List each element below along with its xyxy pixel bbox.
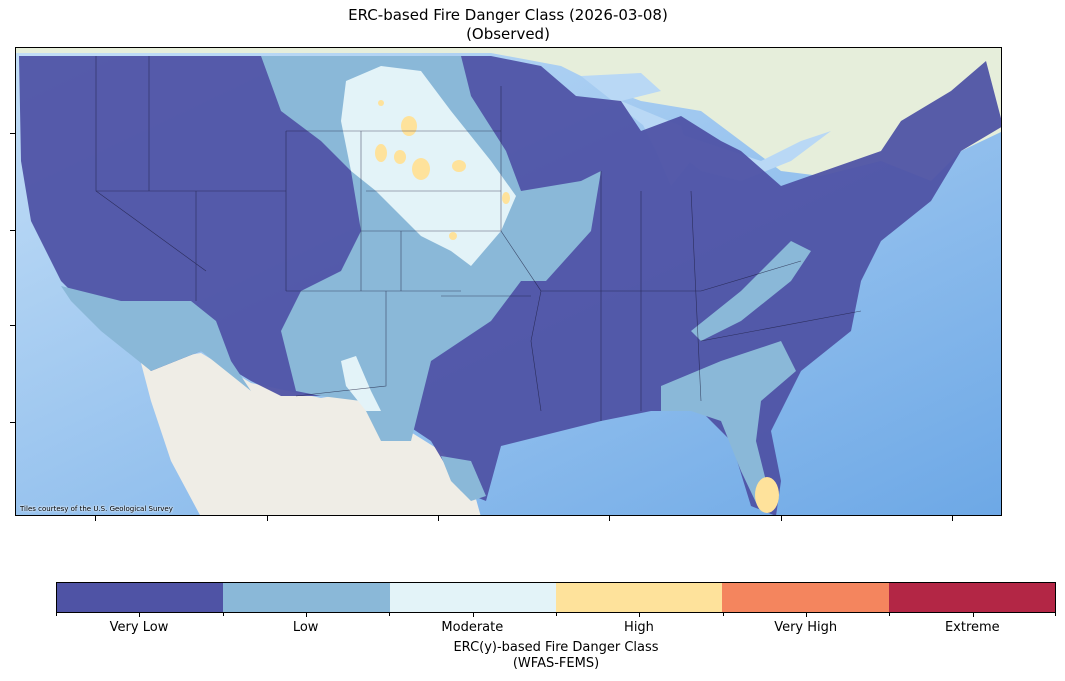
class-low-region-texas-coast bbox=[441, 456, 486, 501]
colorbar-tick bbox=[639, 613, 641, 617]
colorbar-title-line-1: ERC(y)-based Fire Danger Class bbox=[453, 640, 659, 655]
canada-land bbox=[16, 48, 1001, 181]
class-low-region-southeast bbox=[661, 341, 796, 513]
great-lakes bbox=[581, 73, 831, 186]
y-tick bbox=[10, 230, 15, 231]
x-tick bbox=[609, 516, 610, 521]
colorbar-segment-moderate bbox=[389, 583, 556, 612]
class-low-region-appalachia bbox=[691, 241, 811, 341]
high-spot-florida bbox=[755, 477, 779, 513]
x-tick bbox=[438, 516, 439, 521]
class-moderate-region-texas bbox=[341, 356, 381, 411]
class-low-region-central bbox=[261, 56, 601, 441]
colorbar-label: Very High bbox=[774, 620, 838, 635]
colorbar-segment-extreme bbox=[888, 583, 1055, 612]
colorbar-segment-high bbox=[555, 583, 723, 612]
y-tick bbox=[10, 325, 15, 326]
colorbar-boundary-tick bbox=[56, 613, 57, 616]
class-low-region-southwest bbox=[61, 286, 251, 391]
colorbar bbox=[56, 582, 1056, 613]
title-line-1: ERC-based Fire Danger Class (2026-03-08) bbox=[348, 6, 668, 24]
colorbar-segment-very-high bbox=[722, 583, 889, 612]
high-spot bbox=[502, 192, 510, 204]
high-spot bbox=[378, 100, 384, 106]
colorbar-label: Moderate bbox=[441, 620, 504, 635]
colorbar-title-line-2: (WFAS-FEMS) bbox=[512, 656, 600, 671]
colorbar-label: High bbox=[624, 620, 654, 635]
colorbar-boundary-tick bbox=[222, 613, 224, 616]
high-spot bbox=[452, 160, 466, 172]
mexico-land bbox=[141, 353, 481, 515]
colorbar-label: Extreme bbox=[944, 620, 1000, 635]
colorbar-boundary-tick bbox=[722, 613, 724, 616]
colorbar-boundary-tick bbox=[889, 613, 891, 616]
high-spot bbox=[412, 158, 430, 180]
x-tick bbox=[267, 516, 268, 521]
colorbar-tick bbox=[806, 613, 807, 617]
colorbar-label: Very Low bbox=[109, 620, 169, 635]
colorbar-title: ERC(y)-based Fire Danger Class (WFAS-FEM… bbox=[56, 640, 1056, 672]
x-tick bbox=[781, 516, 782, 521]
colorbar-boundary-tick bbox=[556, 613, 557, 616]
x-tick bbox=[952, 516, 953, 521]
map-attribution: Tiles courtesy of the U.S. Geological Su… bbox=[20, 505, 173, 513]
colorbar-tick bbox=[472, 613, 474, 617]
colorbar-tick bbox=[972, 613, 974, 617]
figure-title: ERC-based Fire Danger Class (2026-03-08)… bbox=[0, 6, 1016, 44]
high-spot bbox=[401, 116, 417, 136]
colorbar-segment-low bbox=[223, 583, 390, 612]
class-high-spots bbox=[375, 100, 779, 513]
colorbar-tick bbox=[306, 613, 307, 617]
state-borders bbox=[95, 56, 862, 421]
title-line-2: (Observed) bbox=[466, 25, 550, 43]
colorbar-boundary-tick bbox=[389, 613, 391, 616]
colorbar-label: Low bbox=[292, 620, 319, 635]
map-svg bbox=[16, 48, 1001, 515]
high-spot bbox=[375, 144, 387, 162]
colorbar-boundary-tick bbox=[1055, 613, 1056, 616]
fire-danger-map[interactable]: Tiles courtesy of the U.S. Geological Su… bbox=[15, 47, 1002, 516]
colorbar-segment-very-low bbox=[57, 583, 224, 612]
x-tick bbox=[95, 516, 96, 521]
high-spot bbox=[394, 150, 406, 164]
y-tick bbox=[10, 133, 15, 134]
y-tick bbox=[10, 422, 15, 423]
high-spot bbox=[449, 232, 457, 240]
colorbar-tick bbox=[139, 613, 141, 617]
